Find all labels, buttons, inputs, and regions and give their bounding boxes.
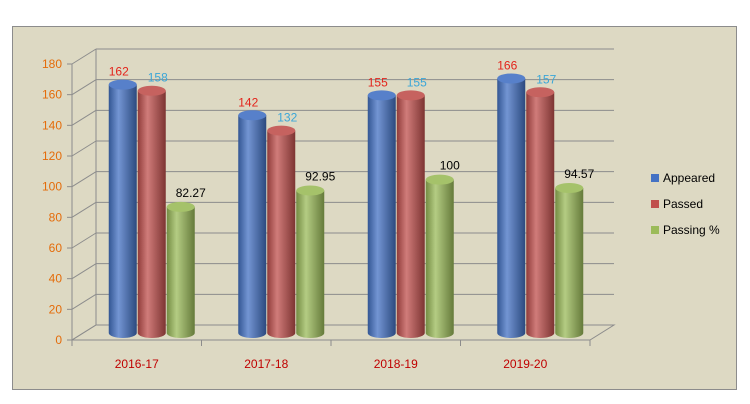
bar-body — [166, 206, 195, 338]
y-tick-label: 40 — [49, 272, 63, 286]
y-tick-label: 160 — [42, 88, 62, 102]
legend-label: Appeared — [663, 171, 715, 185]
data-label: 100 — [440, 159, 460, 173]
bar-passed-2017-18: 132 — [267, 111, 298, 338]
bar-top — [296, 185, 325, 196]
bar-top — [526, 87, 555, 98]
data-label: 142 — [238, 95, 258, 109]
data-label: 166 — [497, 58, 517, 72]
bar-body — [555, 187, 584, 338]
data-label: 155 — [368, 75, 388, 89]
x-tick-label: 2016-17 — [115, 357, 159, 371]
y-tick-label: 20 — [49, 302, 63, 316]
bar-body — [238, 115, 267, 339]
bar-body — [137, 90, 166, 338]
bar-body — [367, 95, 396, 338]
gridline-depth — [71, 263, 97, 280]
bar-appeared-2016-17: 162 — [109, 65, 137, 338]
legend-item: Passed — [651, 197, 703, 211]
data-label: 157 — [536, 72, 556, 86]
data-label: 82.27 — [176, 186, 206, 200]
gridline-depth — [71, 232, 97, 249]
bar-body — [425, 179, 454, 338]
y-tick-label: 100 — [42, 180, 62, 194]
bar-passed-2016-17: 158 — [137, 71, 168, 338]
legend-swatch — [651, 174, 659, 182]
bar-top — [555, 182, 584, 193]
bar-top — [137, 85, 166, 96]
legend: Appeared Passed Passing % — [651, 171, 720, 237]
x-tick-label: 2019-20 — [503, 357, 547, 371]
gridline-depth — [71, 79, 97, 96]
bar-body — [497, 78, 526, 338]
bar-appeared-2017-18: 142 — [238, 95, 267, 339]
gridline-depth — [71, 48, 97, 65]
gridline-depth — [71, 293, 97, 310]
bar-top — [166, 201, 195, 212]
floor — [70, 324, 616, 341]
y-tick-label: 140 — [42, 118, 62, 132]
data-label: 155 — [407, 75, 427, 89]
bar-passed-2019-20: 157 — [526, 72, 557, 339]
bar-top — [497, 73, 526, 84]
bar-passing--2016-17: 82.27 — [166, 186, 206, 338]
bar-top — [267, 125, 296, 136]
y-tick-label: 80 — [49, 210, 63, 224]
bar-body — [296, 190, 325, 338]
legend-label: Passing % — [663, 223, 720, 237]
bar-passed-2018-19: 155 — [396, 75, 427, 338]
y-tick-label: 180 — [42, 57, 62, 71]
legend-label: Passed — [663, 197, 703, 211]
bar-top — [396, 90, 425, 101]
bar-body — [396, 95, 425, 338]
legend-item: Passing % — [651, 223, 720, 237]
y-tick-label: 0 — [55, 333, 62, 347]
x-tick-label: 2018-19 — [374, 357, 418, 371]
y-tick-label: 60 — [49, 241, 63, 255]
data-label: 162 — [109, 65, 129, 79]
bar-appeared-2018-19: 155 — [368, 75, 396, 338]
bar-appeared-2019-20: 166 — [497, 58, 526, 338]
x-axis-ticks: 2016-17 2017-18 2018-19 2019-20 — [71, 340, 591, 371]
bar-body — [526, 92, 555, 339]
bar-passing--2019-20: 94.57 — [555, 167, 595, 338]
gridline-depth — [71, 109, 97, 126]
legend-swatch — [651, 226, 659, 234]
bars-layer: 162 158 82.27 142 132 92.95 155 155 100 166 157 94.… — [109, 58, 595, 339]
bar-body — [108, 84, 137, 338]
y-axis-ticks: 0 20 40 60 80 100 120 140 160 180 — [42, 57, 62, 347]
bar-top — [425, 174, 454, 185]
gridline-depth — [71, 171, 97, 188]
data-label: 158 — [148, 71, 168, 85]
bar-passing--2017-18: 92.95 — [296, 169, 336, 338]
bar-passing--2018-19: 100 — [425, 159, 460, 338]
legend-swatch — [651, 200, 659, 208]
gridline-depth — [71, 201, 97, 218]
data-label: 94.57 — [564, 167, 594, 181]
data-label: 92.95 — [305, 169, 335, 183]
bar-body — [267, 130, 296, 338]
legend-item: Appeared — [651, 171, 715, 185]
x-tick-label: 2017-18 — [244, 357, 288, 371]
bar-top — [108, 79, 137, 90]
bar-top — [367, 90, 396, 101]
gridline-depth — [71, 140, 97, 157]
y-tick-label: 120 — [42, 149, 62, 163]
bar-top — [238, 110, 267, 121]
data-label: 132 — [277, 111, 297, 125]
